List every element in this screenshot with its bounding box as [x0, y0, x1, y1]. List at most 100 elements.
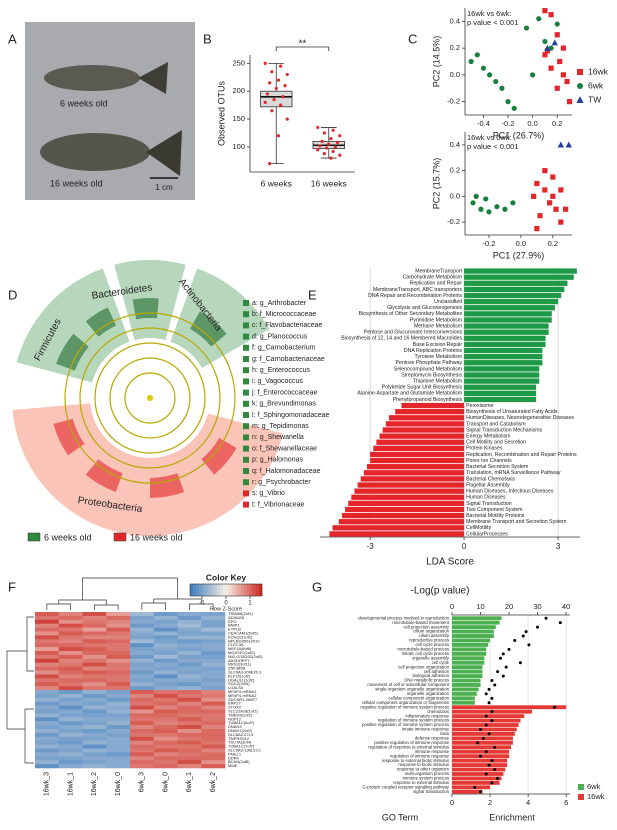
heatmap-cell — [58, 721, 83, 726]
point — [551, 39, 558, 46]
bar-label: Translation, mRNA Surveillance Pathway — [466, 470, 561, 476]
legend-label: 6wk — [588, 80, 604, 90]
bar — [341, 512, 465, 519]
row-label: NOP12 — [228, 716, 242, 721]
heatmap-cell — [130, 686, 155, 691]
heatmap-cell — [130, 705, 155, 710]
heatmap-cell — [130, 654, 155, 660]
bar — [370, 451, 465, 458]
heatmap-cell — [35, 764, 60, 769]
heatmap-cell — [35, 717, 60, 722]
heatmap-cell — [130, 643, 155, 648]
dot — [507, 647, 511, 651]
taxon-swatch — [243, 322, 249, 329]
bar-label: DNA Replication Proteins — [404, 348, 463, 354]
heatmap-cell — [153, 635, 178, 640]
heatmap-cell — [82, 729, 107, 734]
heatmap-cell — [106, 635, 131, 640]
point — [329, 156, 333, 160]
heatmap-cell — [130, 690, 155, 695]
bar — [464, 274, 574, 280]
key-swatch — [202, 584, 206, 596]
row-label: KCNQ2(1of2) — [228, 634, 253, 639]
box — [260, 90, 293, 108]
column-label: 6wk_3 — [139, 772, 146, 792]
point — [270, 109, 274, 113]
point — [536, 16, 542, 22]
point — [473, 193, 479, 199]
heatmap-cell — [177, 670, 202, 675]
x2-tick-label: 10 — [476, 602, 484, 611]
heatmap-cell — [130, 744, 155, 749]
point — [263, 100, 267, 104]
taxon-shade — [132, 298, 159, 320]
dot — [553, 705, 557, 709]
bar-label: innate immune response — [402, 727, 450, 732]
heatmap-cell — [130, 732, 155, 738]
bar-label: single-organism organelle organization — [375, 687, 449, 692]
heatmap-cell — [177, 693, 202, 699]
bar-label: Two Component System — [466, 507, 523, 513]
bar — [452, 647, 487, 652]
bar-label: Human Diseases — [466, 495, 506, 501]
point — [486, 72, 493, 78]
heatmap-cell — [130, 701, 155, 706]
fish — [40, 133, 150, 171]
bar-label: response to external stimulus — [393, 780, 449, 785]
heatmap-cell — [153, 732, 178, 738]
row-label: SUCNR1-266F7 — [228, 697, 258, 702]
bar-label: Bacterial Motility Proteins — [466, 513, 525, 519]
bar — [382, 427, 465, 433]
heatmap-cell — [82, 736, 107, 741]
heatmap-cell — [130, 666, 155, 671]
bar — [370, 457, 465, 464]
heatmap-cell — [58, 670, 83, 675]
heatmap-cell — [177, 705, 202, 710]
bar-label: HumanDiseases, Neurodegenerative Disease… — [466, 415, 574, 421]
column-label: 6wk_1 — [186, 772, 193, 792]
taxon-swatch — [243, 445, 249, 452]
heatmap-cell — [82, 635, 107, 640]
point — [542, 38, 548, 45]
x-tick-label: -0.2 — [482, 239, 495, 248]
dot — [490, 696, 494, 700]
bar — [452, 718, 521, 723]
x-tick-label: 16 weeks — [311, 178, 347, 188]
row-label: TUBA1C(7of7) — [228, 744, 255, 749]
bar-label: regulation of immune system process — [378, 718, 449, 723]
bar — [452, 758, 508, 763]
taxon-shade — [201, 438, 237, 475]
heatmap-cell — [130, 697, 155, 702]
row-label: NPLRG05612010 — [228, 638, 260, 643]
heatmap-cell — [153, 760, 178, 765]
bar-label: Glycolysis and Gluconeogenesis — [387, 305, 462, 311]
point — [505, 99, 511, 105]
dot — [493, 683, 497, 687]
bar-label: organelle assembly — [412, 655, 450, 660]
heatmap-cell — [201, 686, 226, 691]
legend-label: 6 weeks old — [44, 532, 92, 542]
bar — [464, 366, 540, 372]
tree-ring — [124, 372, 176, 424]
legend-swatch — [27, 532, 41, 542]
bar — [452, 767, 506, 772]
row-label: BNIP1 — [228, 623, 240, 628]
panel-label: A — [8, 31, 17, 46]
heatmap-cell — [58, 740, 83, 745]
x2-axis-label: -Log(p value) — [411, 586, 470, 597]
heatmap-cell — [106, 709, 131, 714]
point — [276, 78, 281, 82]
dot — [493, 745, 497, 749]
bar-label: Carbohydrate Metabolism — [403, 275, 462, 281]
bar — [452, 674, 483, 678]
heatmap-cell — [82, 760, 107, 765]
taxon-label: q: f_Halomonadaceae — [252, 468, 321, 475]
heatmap-cell — [106, 658, 131, 663]
dot — [513, 638, 517, 642]
y-tick-label: 100 — [232, 142, 245, 151]
dot — [481, 736, 485, 740]
heatmap-cell — [106, 736, 131, 741]
heatmap-cell — [153, 705, 178, 710]
point — [338, 134, 342, 138]
bar-label: Base Excision Repair — [413, 342, 463, 348]
